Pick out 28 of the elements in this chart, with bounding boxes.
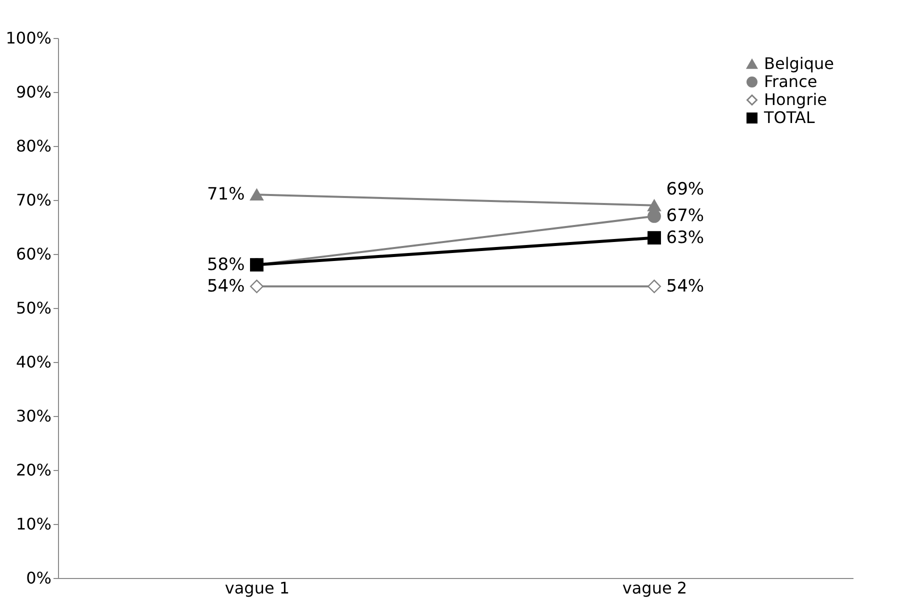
point [648,231,661,245]
data-label: 63% [666,228,704,248]
legend-label: TOTAL [763,108,815,127]
x-tick-label: vague 1 [224,578,290,598]
legend-label: Belgique [764,54,834,73]
legend-label: Hongrie [764,90,827,109]
data-label: 69% [666,179,704,200]
data-label: 54% [206,276,245,296]
y-tick-label: 20% [16,460,52,480]
point [648,280,661,294]
y-tick-label: 80% [16,136,52,156]
data-label: 71% [206,184,245,205]
y-tick-label: 60% [16,244,52,264]
y-tick-label: 90% [16,82,52,102]
x-tick-label: vague 2 [622,578,688,598]
point [648,209,661,223]
data-label: 67% [666,206,704,226]
y-tick-label: 30% [16,406,52,426]
y-tick-label: 100% [6,28,52,48]
y-tick-label: 10% [16,514,52,534]
y-tick-label: 70% [16,190,52,210]
point [250,280,264,294]
legend-label: France [764,72,818,91]
y-tick-label: 50% [16,298,52,318]
y-tick-label: 40% [16,352,52,372]
y-tick-label: 0% [26,568,52,588]
data-label: 54% [666,276,704,296]
data-label: 58% [206,254,245,275]
